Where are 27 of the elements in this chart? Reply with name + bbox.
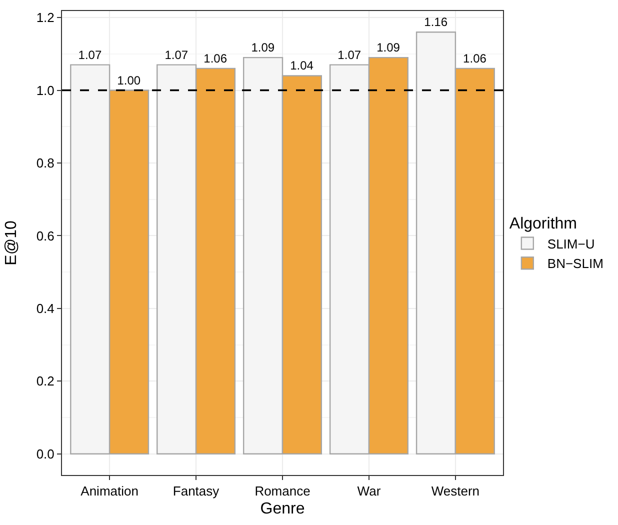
y-tick-label: 0.4 [36, 301, 54, 316]
y-tick-label: 0.2 [36, 374, 54, 389]
data-label: 1.09 [251, 40, 275, 55]
data-label: 1.07 [338, 48, 362, 62]
x-tick-label: War [357, 484, 382, 499]
y-axis-title: E@10 [3, 220, 20, 266]
y-tick-label: 0.6 [36, 228, 54, 244]
legend-title: Algorithm [509, 215, 577, 232]
x-tick-label: Romance [254, 484, 310, 499]
data-label: 1.07 [164, 48, 188, 62]
x-tick-label: Fantasy [172, 484, 220, 499]
y-tick-label: 1.2 [36, 10, 54, 26]
data-label: 1.04 [290, 58, 314, 73]
data-label: 1.06 [204, 51, 228, 66]
data-label: 1.06 [463, 51, 487, 66]
x-tick-label: Western [431, 484, 480, 499]
data-label: 1.00 [117, 73, 141, 88]
y-tick-label: 0.8 [36, 156, 54, 171]
data-label: 1.09 [376, 40, 400, 55]
x-axis-title: Genre [260, 500, 305, 518]
data-label: 1.07 [78, 48, 102, 62]
legend-label: SLIM−U [547, 236, 595, 252]
data-label: 1.16 [424, 15, 448, 30]
y-tick-label: 1.0 [36, 82, 54, 98]
y-tick-label: 0.0 [36, 446, 54, 462]
x-tick-label: Animation [80, 484, 138, 499]
legend-label: BN−SLIM [547, 256, 604, 272]
